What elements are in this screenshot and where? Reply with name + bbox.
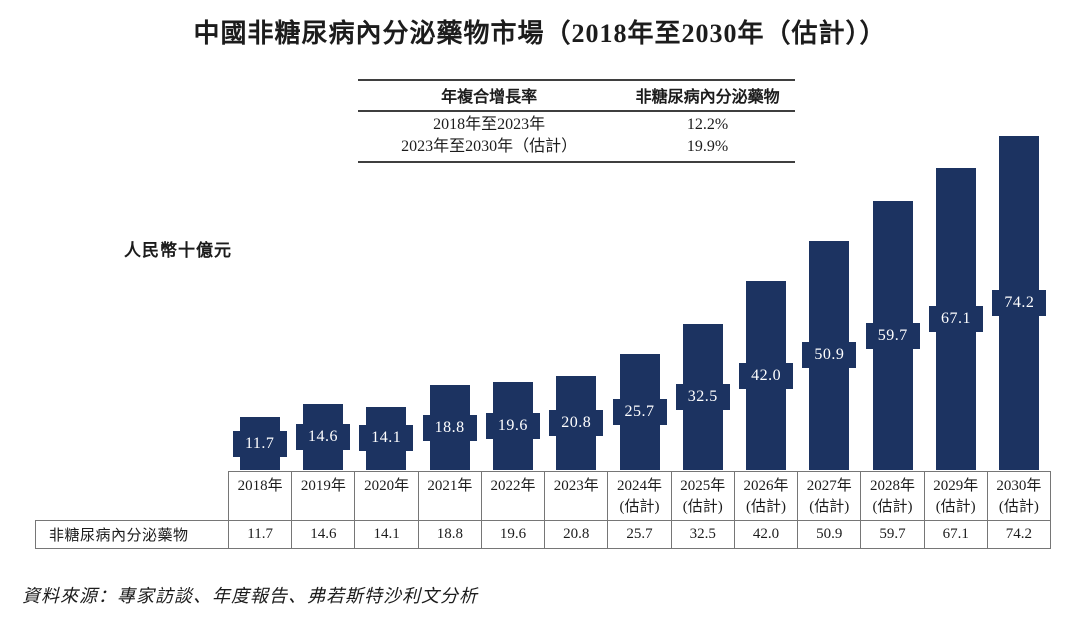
data-table-value-2022年: 19.6 xyxy=(482,521,546,548)
year-cell-2024年: 2024年 (估計) xyxy=(608,472,672,520)
cagr-table-body: 2018年至2023年 12.2% 2023年至2030年（估計） 19.9% xyxy=(358,112,795,161)
year-cell-2030年: 2030年 (估計) xyxy=(988,472,1050,520)
data-table-value-2023年: 20.8 xyxy=(545,521,609,548)
chart-title: 中國非糖尿病內分泌藥物市場（2018年至2030年（估計）） xyxy=(193,19,887,48)
data-table-value-2021年: 18.8 xyxy=(419,521,482,548)
bar-value-badge: 50.9 xyxy=(802,342,857,369)
data-table-value-2026年: 42.0 xyxy=(735,521,799,548)
bar-value-badge: 74.2 xyxy=(992,290,1047,317)
estimate-note: (估計) xyxy=(935,499,976,515)
bar-value-badge: 11.7 xyxy=(232,430,287,457)
bar-value-badge: 25.7 xyxy=(612,399,667,426)
year-cell-2018年: 2018年 xyxy=(229,472,293,520)
cagr-value: 12.2% xyxy=(686,116,729,133)
year-cell-2022年: 2022年 xyxy=(482,472,546,520)
year-cell-2027年: 2027年 (估計) xyxy=(798,472,862,520)
data-table-value-2028年: 59.7 xyxy=(861,521,925,548)
cagr-period: 2023年至2030年（估計） xyxy=(401,138,578,155)
cagr-row-2018-2023: 2018年至2023年 12.2% xyxy=(358,114,795,136)
data-table-value-2029年: 67.1 xyxy=(925,521,988,548)
cagr-table: 年複合增長率 非糖尿病內分泌藥物 2018年至2023年 12.2% 2023年… xyxy=(358,79,795,163)
estimate-note: (估計) xyxy=(745,499,786,515)
cagr-table-header: 年複合增長率 非糖尿病內分泌藥物 xyxy=(358,81,795,112)
data-table-row-label: 非糖尿病內分泌藥物 xyxy=(36,521,229,548)
estimate-note: (估計) xyxy=(998,499,1039,515)
year-cell-2029年: 2029年 (估計) xyxy=(925,472,988,520)
year-cell-2026年: 2026年 (估計) xyxy=(735,472,799,520)
source-note: 資料來源：專家訪談、年度報告、弗若斯特沙利文分析 xyxy=(22,586,478,606)
year-cell-2023年: 2023年 xyxy=(545,472,609,520)
cagr-value: 19.9% xyxy=(686,138,729,155)
data-table-value-2024年: 25.7 xyxy=(608,521,672,548)
data-table-row: 非糖尿病內分泌藥物 11.7 14.6 14.1 18.8 19.6 20.8 25.7 32… xyxy=(35,520,1051,549)
year-cell-2028年: 2028年 (估計) xyxy=(861,472,925,520)
data-table-value-2027年: 50.9 xyxy=(798,521,862,548)
estimate-note: (估計) xyxy=(809,499,850,515)
year-cell-2019年: 2019年 xyxy=(292,472,356,520)
cagr-period: 2018年至2023年 xyxy=(433,116,546,133)
bar-value-badge: 18.8 xyxy=(422,414,477,441)
bar-value-badge: 20.8 xyxy=(549,410,604,437)
estimate-note: (估計) xyxy=(682,499,723,515)
bar-value-badge: 42.0 xyxy=(739,362,794,389)
bar-value-badge: 32.5 xyxy=(675,383,730,410)
data-table-value-2019年: 14.6 xyxy=(292,521,356,548)
bar-value-badge: 67.1 xyxy=(929,306,984,333)
estimate-note: (估計) xyxy=(619,499,660,515)
data-table-value-2025年: 32.5 xyxy=(672,521,735,548)
estimate-note: (估計) xyxy=(872,499,913,515)
data-table-value-2020年: 14.1 xyxy=(355,521,419,548)
year-cell-2021年: 2021年 xyxy=(419,472,482,520)
bar-value-badge: 14.1 xyxy=(359,425,414,452)
x-axis-year-row: 2018年 2019年 2020年 2021年 2022年 2023年 2024年 (估計) 2… xyxy=(228,471,1051,520)
year-cell-2025年: 2025年 (估計) xyxy=(672,472,735,520)
y-axis-unit-label: 人民幣十億元 xyxy=(124,241,232,260)
bar-value-badge: 14.6 xyxy=(295,424,350,451)
data-table-value-2030年: 74.2 xyxy=(1005,526,1033,542)
cagr-header-metric: 年複合增長率 xyxy=(441,89,538,106)
cagr-row-2023-2030: 2023年至2030年（估計） 19.9% xyxy=(358,136,795,158)
bar-value-badge: 59.7 xyxy=(865,322,920,349)
bar-chart-plot: 11.7 14.6 14.1 18.8 19.6 20.8 25.7 32.5 42.0 50.9… xyxy=(228,128,1051,470)
year-cell-2020年: 2020年 xyxy=(355,472,419,520)
cagr-header-series: 非糖尿病內分泌藥物 xyxy=(635,89,780,106)
bar-value-badge: 19.6 xyxy=(485,412,540,439)
data-table-value-2018年: 11.7 xyxy=(229,521,293,548)
